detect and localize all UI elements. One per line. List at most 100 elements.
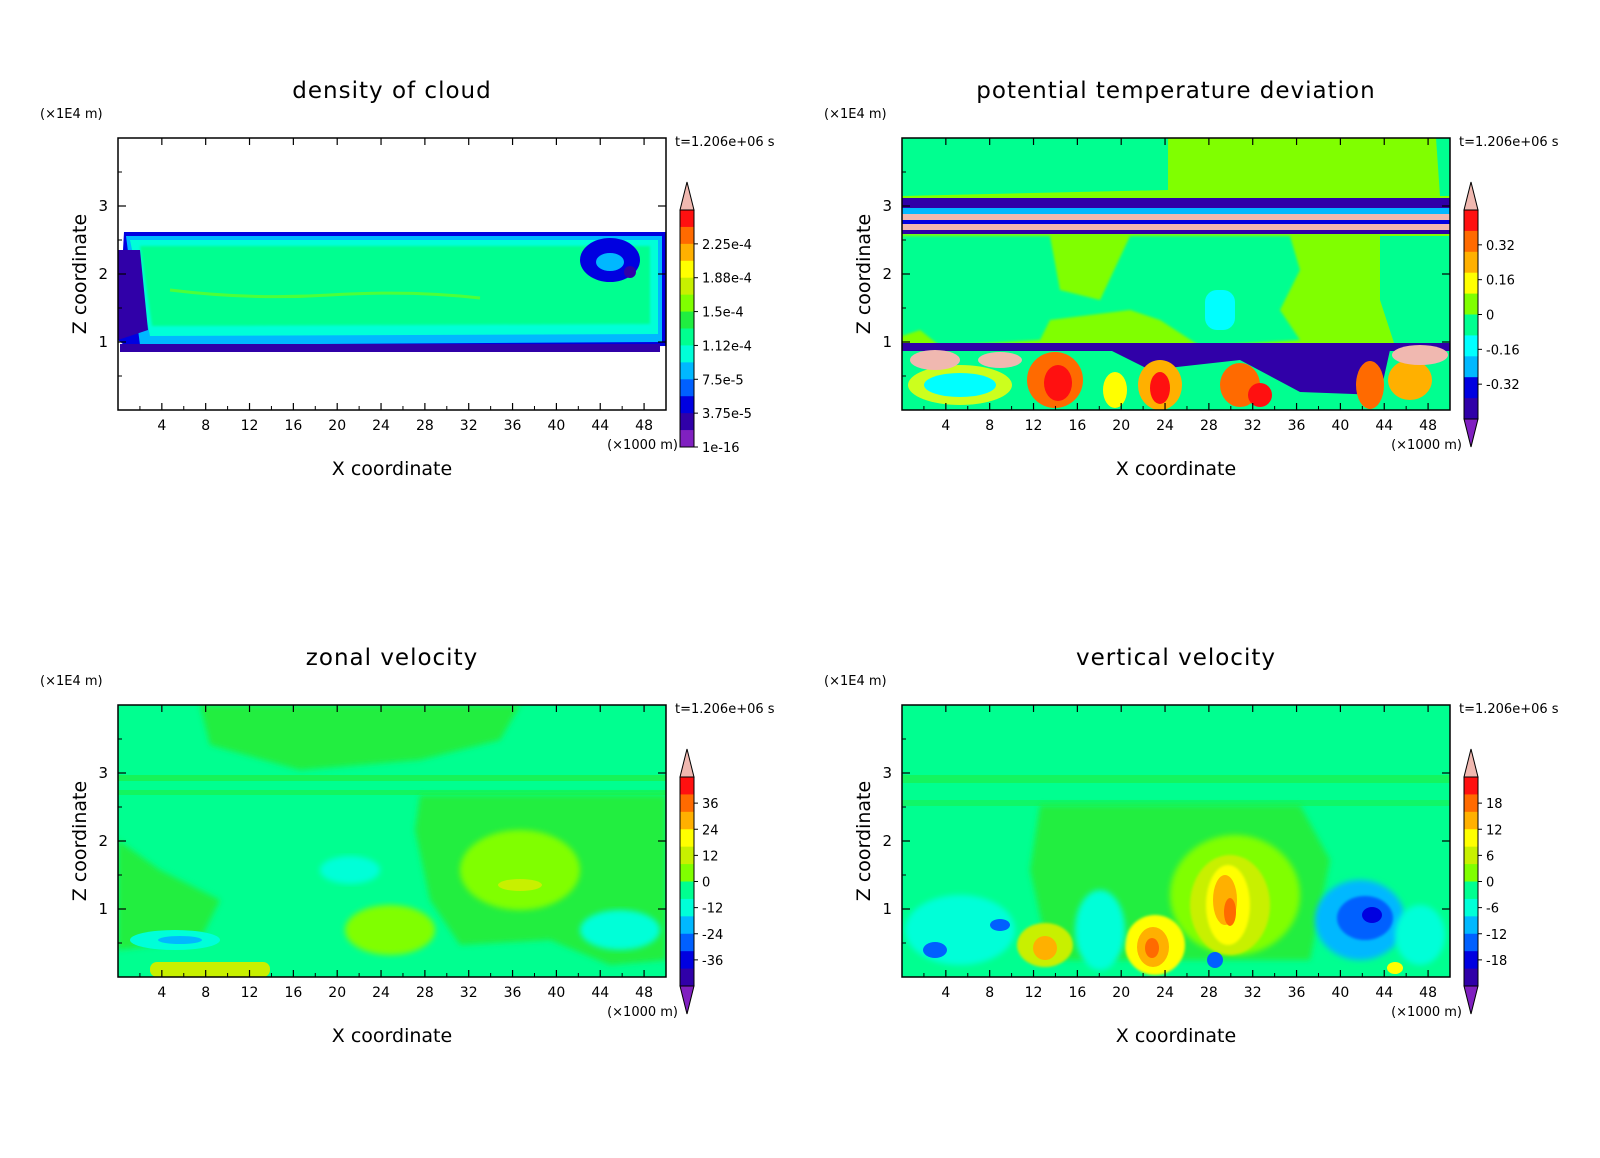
- x-tick-label: 20: [328, 985, 346, 1001]
- y-tick-label: 3: [98, 197, 108, 215]
- panel-title: vertical velocity: [1076, 645, 1276, 671]
- x-tick-label: 44: [591, 418, 609, 434]
- colorbar-swatch: [680, 881, 694, 900]
- x-tick-label: 32: [1244, 985, 1262, 1001]
- y-ticks: 1 2 3: [98, 738, 666, 944]
- colorbar-label: 1.12e-4: [702, 339, 752, 354]
- panel-title: density of cloud: [292, 78, 491, 104]
- colorbar-label: 36: [702, 797, 719, 812]
- colorbar-swatch: [680, 277, 694, 296]
- colorbar: 18 12 6 0 -6 -12 -18: [1463, 748, 1507, 1015]
- colorbar-label: 3.75e-5: [702, 407, 752, 422]
- plot-area: [902, 138, 1450, 410]
- colorbar-label: -12: [1486, 928, 1507, 943]
- x-ticks: 4 8 12 16 20 24 28 32 36 40 44 48: [139, 705, 653, 1001]
- y-tick-label: 1: [882, 333, 892, 351]
- x-tick-label: 28: [1200, 418, 1218, 434]
- x-axis-label: X coordinate: [332, 458, 452, 480]
- x-unit-label: (×1000 m): [607, 1005, 678, 1020]
- colorbar-swatch: [1464, 398, 1478, 420]
- colorbar-swatch: [1464, 210, 1478, 232]
- colorbar-swatch: [680, 226, 694, 245]
- colorbar-swatch: [680, 243, 694, 262]
- x-tick-label: 28: [416, 985, 434, 1001]
- colorbar-swatch: [680, 794, 694, 813]
- colorbar-swatch: [1464, 377, 1478, 399]
- x-tick-label: 28: [1200, 985, 1218, 1001]
- colorbar-swatch: [680, 898, 694, 917]
- colorbar-swatch: [1464, 951, 1478, 970]
- colorbar-swatch: [680, 210, 694, 228]
- x-tick-label: 12: [1025, 985, 1043, 1001]
- y-tick-label: 1: [98, 900, 108, 918]
- y-tick-label: 2: [98, 832, 108, 850]
- colorbar-label: -36: [702, 954, 723, 969]
- x-tick-label: 20: [328, 418, 346, 434]
- y-unit-label: (×1E4 m): [824, 107, 887, 122]
- x-unit-label: (×1000 m): [607, 438, 678, 453]
- x-tick-label: 28: [416, 418, 434, 434]
- colorbar: 2.25e-4 1.88e-4 1.5e-4 1.12e-4 7.5e-5 3.75e-5…: [679, 181, 752, 456]
- colorbar-swatch: [680, 345, 694, 363]
- y-tick-label: 2: [98, 265, 108, 283]
- colorbar-label: 7.5e-5: [702, 373, 744, 388]
- colorbar-label: 1e-16: [702, 441, 740, 456]
- x-tick-label: 40: [547, 985, 565, 1001]
- colorbar-top-arrow: [679, 181, 695, 211]
- x-tick-label: 24: [372, 418, 390, 434]
- x-tick-label: 16: [1068, 418, 1086, 434]
- panel-potential-temperature-deviation: potential temperature deviation (×1E4 m)…: [824, 78, 1559, 480]
- colorbar-label: -24: [702, 928, 723, 943]
- colorbar-swatch: [1464, 272, 1478, 295]
- colorbar-swatch: [1464, 293, 1478, 315]
- x-tick-label: 12: [241, 418, 259, 434]
- x-tick-label: 20: [1112, 418, 1130, 434]
- colorbar-bottom-arrow: [1463, 418, 1479, 448]
- colorbar-swatch: [1464, 811, 1478, 830]
- plot-area: [902, 705, 1450, 977]
- y-axis-label: Z coordinate: [853, 781, 875, 901]
- colorbar-swatch: [1464, 356, 1478, 378]
- y-tick-label: 3: [882, 197, 892, 215]
- colorbar-label: -12: [702, 902, 723, 917]
- colorbar-label: 0.16: [1486, 274, 1515, 289]
- colorbar-top-arrow: [1463, 748, 1479, 778]
- x-tick-label: 12: [241, 985, 259, 1001]
- plot-area: [118, 705, 666, 977]
- x-tick-label: 40: [547, 418, 565, 434]
- time-label: t=1.206e+06 s: [1459, 135, 1559, 150]
- colorbar-swatch: [680, 379, 694, 397]
- x-ticks: 4 8 12 16 20 24 28 32 36 40 44 48: [923, 138, 1437, 434]
- panel-density-of-cloud: density of cloud (×1E4 m) t=1.206e+06 s …: [40, 78, 775, 480]
- colorbar-swatch: [1464, 933, 1478, 952]
- panel-title: zonal velocity: [306, 645, 478, 671]
- colorbar-swatch: [680, 968, 694, 987]
- y-ticks: 1 2 3: [882, 738, 1450, 944]
- colorbar-swatch: [680, 811, 694, 830]
- colorbar-frame: [679, 209, 695, 448]
- colorbar-label: 0.32: [1486, 239, 1515, 254]
- colorbar-swatch: [680, 864, 694, 882]
- x-tick-label: 8: [201, 985, 210, 1001]
- colorbar-label: -0.16: [1486, 343, 1520, 358]
- colorbar-swatch: [1464, 829, 1478, 848]
- time-label: t=1.206e+06 s: [675, 135, 775, 150]
- colorbar-label: 1.88e-4: [702, 272, 752, 287]
- x-tick-label: 32: [460, 985, 478, 1001]
- panel-title: potential temperature deviation: [976, 78, 1375, 104]
- x-tick-label: 16: [1068, 985, 1086, 1001]
- x-tick-label: 36: [1288, 418, 1306, 434]
- colorbar-swatch: [680, 328, 694, 346]
- x-tick-label: 4: [941, 418, 950, 434]
- y-tick-label: 3: [882, 764, 892, 782]
- colorbar-label: -6: [1486, 902, 1499, 917]
- colorbar-swatch: [1464, 794, 1478, 813]
- colorbar-label: -0.32: [1486, 378, 1520, 393]
- colorbar-swatch: [680, 294, 694, 313]
- colorbar-swatch: [680, 777, 694, 795]
- x-tick-label: 36: [504, 985, 522, 1001]
- x-tick-label: 48: [1419, 418, 1437, 434]
- colorbar-label: 12: [702, 849, 719, 864]
- x-tick-label: 24: [1156, 985, 1174, 1001]
